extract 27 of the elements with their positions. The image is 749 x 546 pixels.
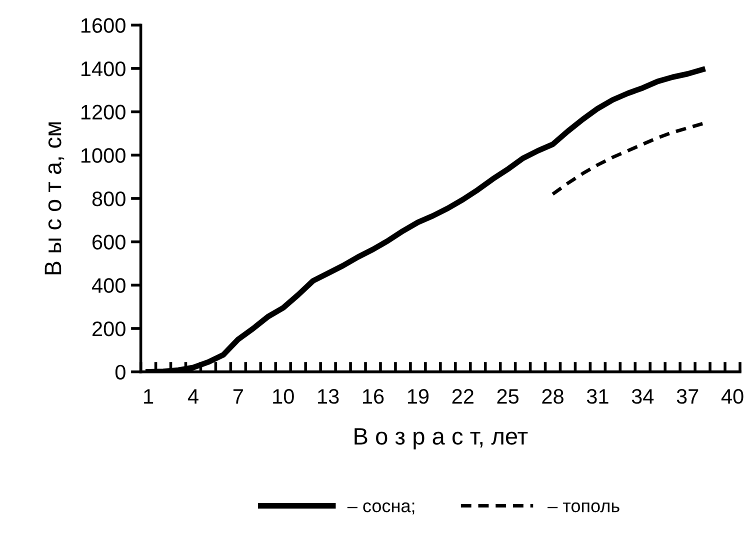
x-tick-label: 16	[363, 389, 384, 404]
x-tick-label: 25	[497, 389, 519, 404]
y-tick-label: 1200	[81, 104, 126, 120]
x-tick-label: 28	[542, 389, 564, 404]
y-tick-label: 200	[92, 321, 126, 336]
y-axis-title: В ы с о т а, см	[44, 122, 64, 274]
x-tick-label: 31	[586, 389, 608, 404]
y-tick-label: 0	[115, 364, 126, 380]
y-tick-label: 400	[92, 278, 126, 293]
x-tick-label: 34	[632, 389, 654, 404]
legend-label: – тополь	[548, 502, 620, 512]
y-tick-label: 1600	[81, 18, 126, 33]
y-tick-label: 600	[92, 234, 126, 250]
x-tick-label: 10	[273, 389, 294, 404]
x-tick-label: 37	[676, 389, 698, 404]
x-axis-title: В о з р а с т, лет	[354, 428, 528, 450]
legend-label: – сосна;	[347, 502, 414, 514]
x-tick-label: 40	[721, 389, 744, 404]
y-tick-label: 1000	[81, 148, 126, 163]
y-tick-label: 1400	[81, 61, 126, 76]
x-tick-label: 13	[318, 389, 339, 404]
y-tick-label: 800	[92, 191, 126, 206]
x-tick-label: 22	[452, 389, 474, 404]
x-tick-label: 4	[188, 389, 198, 404]
x-tick-label: 1	[144, 389, 154, 404]
x-tick-label: 19	[408, 389, 429, 404]
x-tick-label: 7	[233, 389, 243, 404]
